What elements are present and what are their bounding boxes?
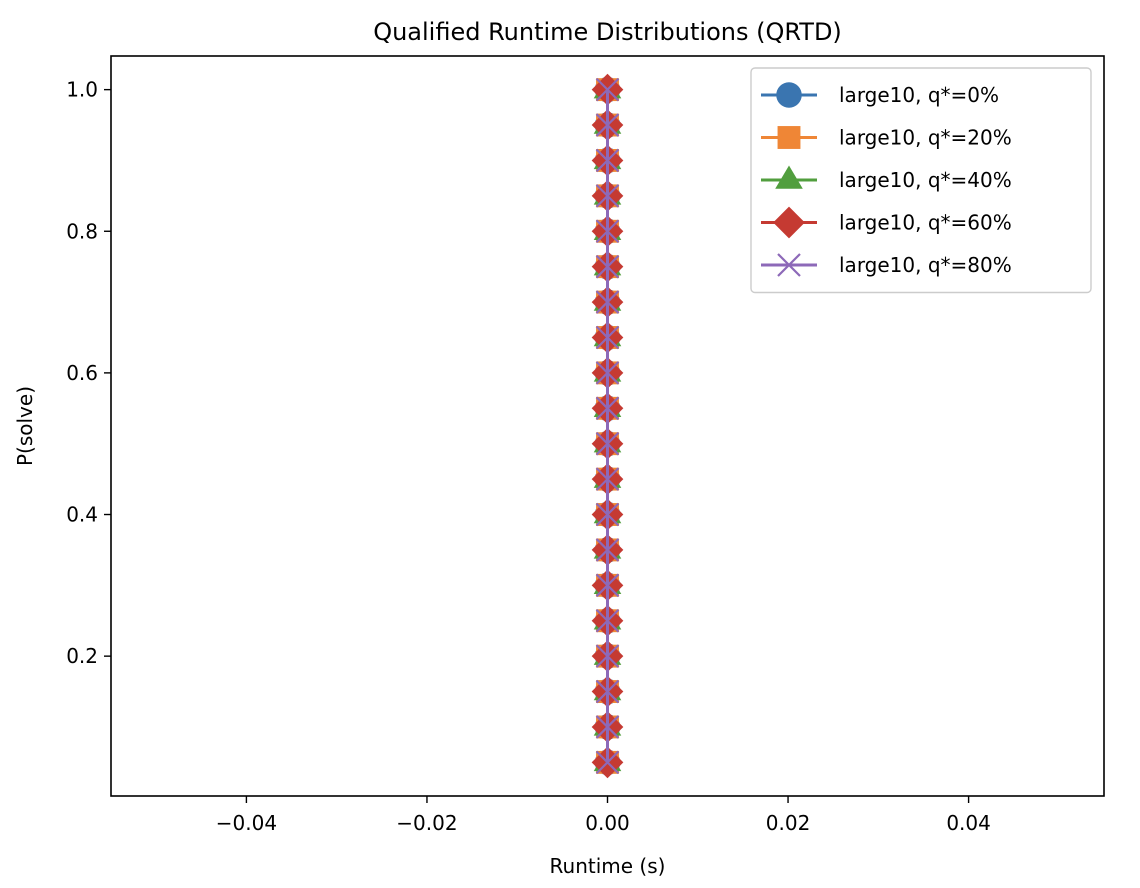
data-point [595,290,620,314]
series-4 [595,77,620,775]
data-point [595,148,620,173]
data-point [595,219,620,244]
x-tick-label: 0.00 [585,811,630,835]
y-tick-label: 0.8 [66,219,98,243]
data-point [595,467,620,491]
chart-title: Qualified Runtime Distributions (QRTD) [373,18,842,46]
legend-marker [776,82,802,108]
data-point [595,644,620,668]
data-point [595,679,620,704]
plot-frame [110,55,1105,797]
legend-label: large10, q*=20% [839,126,1012,150]
legend-marker [777,126,801,149]
legend-marker [773,206,805,239]
data-point [595,715,620,739]
legend-item: large10, q*=80% [761,253,1012,277]
x-tick-label: 0.02 [766,811,811,835]
x-tick-label: −0.04 [216,811,277,835]
y-tick-label: 0.4 [66,503,98,527]
x-tick-label: −0.02 [396,811,457,835]
legend-item: large10, q*=60% [761,206,1012,239]
legend-box [750,67,1092,294]
series-layer [591,73,624,779]
data-point [595,431,620,456]
data-point [595,750,620,775]
data-point [595,608,620,633]
legend-marker [775,165,803,189]
y-axis-label: P(solve) [13,386,37,466]
data-point [595,361,620,385]
y-tick-label: 0.6 [66,361,98,385]
data-point [595,538,620,562]
legend-label: large10, q*=40% [839,168,1012,192]
y-tick-label: 0.2 [66,644,98,668]
data-point [595,184,620,208]
x-axis-label: Runtime (s) [550,854,666,878]
data-point [595,325,620,350]
legend-marker [777,253,801,277]
data-point [595,113,620,137]
legend-item: large10, q*=0% [761,82,999,108]
legend: large10, q*=0% large10, q*=20% large10, q*… [750,67,1092,294]
legend-label: large10, q*=80% [839,253,1012,277]
data-point [595,396,620,421]
data-point [595,573,620,598]
legend-item: large10, q*=20% [761,126,1012,150]
legend-item: large10, q*=40% [761,165,1012,192]
x-axis: −0.04 −0.02 0.00 0.02 0.04 [216,796,991,835]
data-point [595,254,620,279]
y-axis: 0.2 0.4 0.6 0.8 1.0 [66,78,111,668]
x-tick-label: 0.04 [946,811,991,835]
legend-label: large10, q*=0% [839,83,999,107]
y-tick-label: 1.0 [66,78,98,102]
data-point [595,502,620,527]
data-point [595,77,620,102]
legend-label: large10, q*=60% [839,211,1012,235]
